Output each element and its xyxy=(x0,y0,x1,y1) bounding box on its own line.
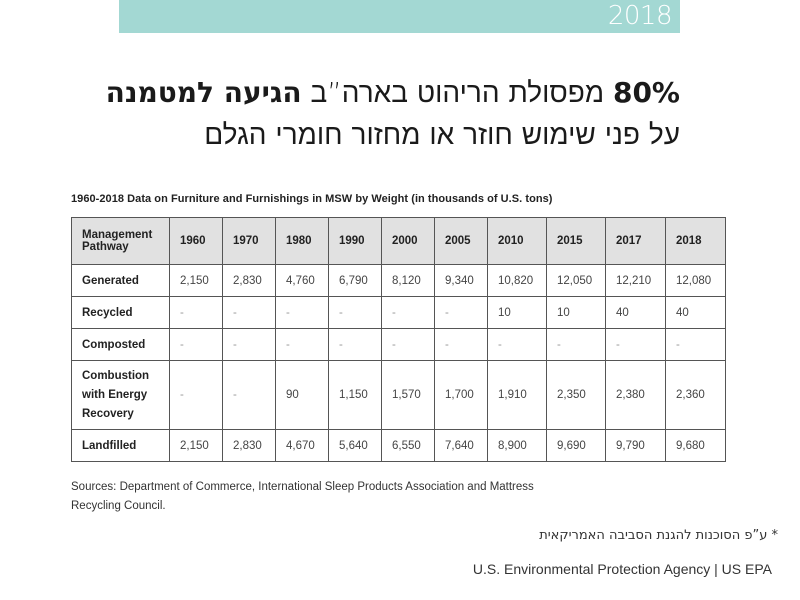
table-cell: 6,550 xyxy=(381,429,435,462)
headline-line-2: על פני שימוש חוזר או מחזור חומרי הגלם xyxy=(204,118,680,151)
column-header: Management Pathway xyxy=(71,217,170,265)
year-banner: 2018 xyxy=(119,0,680,33)
table-cell: 40 xyxy=(605,296,666,329)
table-cell: - xyxy=(381,328,435,361)
agency-credit: U.S. Environmental Protection Agency | U… xyxy=(472,561,772,577)
table-cell: 2,830 xyxy=(222,429,276,462)
table-cell: 12,050 xyxy=(546,264,606,297)
table-cell: - xyxy=(169,296,223,329)
table-cell: 2,380 xyxy=(605,360,666,430)
table-cell: - xyxy=(434,328,488,361)
table-cell: - xyxy=(275,328,329,361)
table-cell: - xyxy=(328,328,382,361)
table-cell: 6,790 xyxy=(328,264,382,297)
banner-year: 2018 xyxy=(607,1,673,31)
column-header: 2005 xyxy=(434,217,488,265)
row-label: Generated xyxy=(71,264,170,297)
table-header-row: Management Pathway 1960 1970 1980 1990 2… xyxy=(71,217,726,265)
headline-text: מפסולת הריהוט בארה”ב xyxy=(301,76,613,109)
table-row: Landfilled 2,150 2,830 4,670 5,640 6,550… xyxy=(71,429,726,462)
table-cell: - xyxy=(605,328,666,361)
headline-bold-end: הגיעה למטמנה xyxy=(105,76,302,109)
table-cell: - xyxy=(222,360,276,430)
column-header: 1970 xyxy=(222,217,276,265)
table-cell: 2,360 xyxy=(665,360,726,430)
table-cell: 10 xyxy=(546,296,606,329)
data-table: Management Pathway 1960 1970 1980 1990 2… xyxy=(71,217,726,462)
table-cell: - xyxy=(381,296,435,329)
table-cell: 2,350 xyxy=(546,360,606,430)
table-cell: 4,670 xyxy=(275,429,329,462)
table-cell: 12,080 xyxy=(665,264,726,297)
column-header: 2015 xyxy=(546,217,606,265)
table-cell: 1,150 xyxy=(328,360,382,430)
table-cell: - xyxy=(546,328,606,361)
headline-percent: 80% xyxy=(612,76,680,109)
row-label: Combustion with Energy Recovery xyxy=(71,360,170,430)
table-cell: - xyxy=(434,296,488,329)
table-cell: - xyxy=(169,328,223,361)
table-cell: 12,210 xyxy=(605,264,666,297)
row-label: Composted xyxy=(71,328,170,361)
footnote: * ע”פ הסוכנות להגנת הסביבה האמריקאית xyxy=(539,528,778,543)
table-cell: 2,150 xyxy=(169,429,223,462)
table-cell: - xyxy=(487,328,547,361)
column-header: 2010 xyxy=(487,217,547,265)
table-cell: 10 xyxy=(487,296,547,329)
column-header: 1990 xyxy=(328,217,382,265)
table-cell: 8,120 xyxy=(381,264,435,297)
column-header: 2017 xyxy=(605,217,666,265)
table-row: Generated 2,150 2,830 4,760 6,790 8,120 … xyxy=(71,264,726,297)
table-cell: - xyxy=(222,328,276,361)
table-cell: 90 xyxy=(275,360,329,430)
table-cell: 1,700 xyxy=(434,360,488,430)
sources-note: Sources: Department of Commerce, Interna… xyxy=(71,481,534,512)
table-cell: 7,640 xyxy=(434,429,488,462)
table-cell: - xyxy=(665,328,726,361)
table-cell: 4,760 xyxy=(275,264,329,297)
table-cell: 9,790 xyxy=(605,429,666,462)
table-cell: 1,570 xyxy=(381,360,435,430)
column-header: 2000 xyxy=(381,217,435,265)
headline-line-1: 80% מפסולת הריהוט בארה”ב הגיעה למטמנה xyxy=(80,72,680,114)
row-label: Landfilled xyxy=(71,429,170,462)
headline: 80% מפסולת הריהוט בארה”ב הגיעה למטמנה על… xyxy=(80,72,680,156)
column-header: 1980 xyxy=(275,217,329,265)
table-cell: 8,900 xyxy=(487,429,547,462)
table-cell: 2,830 xyxy=(222,264,276,297)
table-cell: 40 xyxy=(665,296,726,329)
table-cell: - xyxy=(222,296,276,329)
table-cell: - xyxy=(275,296,329,329)
table-cell: 5,640 xyxy=(328,429,382,462)
table-cell: 10,820 xyxy=(487,264,547,297)
table-row: Recycled - - - - - - 10 10 40 40 xyxy=(71,296,726,329)
table-cell: - xyxy=(169,360,223,430)
table-cell: 1,910 xyxy=(487,360,547,430)
column-header: 1960 xyxy=(169,217,223,265)
table-row: Combustion with Energy Recovery - - 90 1… xyxy=(71,360,726,430)
row-label: Recycled xyxy=(71,296,170,329)
table-title: 1960-2018 Data on Furniture and Furnishi… xyxy=(71,193,553,205)
table-row: Composted - - - - - - - - - - xyxy=(71,328,726,361)
table-cell: 2,150 xyxy=(169,264,223,297)
table-cell: 9,340 xyxy=(434,264,488,297)
table-cell: - xyxy=(328,296,382,329)
table-cell: 9,690 xyxy=(546,429,606,462)
column-header: 2018 xyxy=(665,217,726,265)
table-cell: 9,680 xyxy=(665,429,726,462)
